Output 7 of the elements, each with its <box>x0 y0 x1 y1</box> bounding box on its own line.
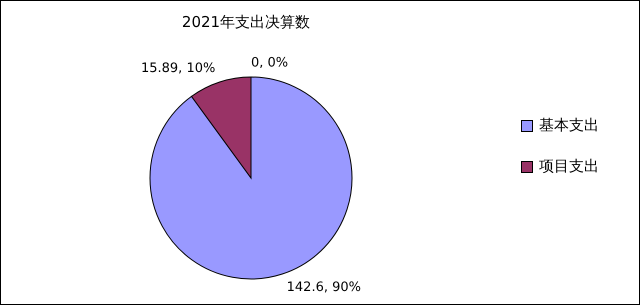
text: 0, 0% <box>251 56 288 70</box>
data-label: 142.6, 90% <box>286 280 362 295</box>
legend-label: 项目支出 <box>539 157 599 176</box>
chart-title: 2021年支出决算数 <box>180 13 312 32</box>
pie-slice <box>150 76 352 280</box>
legend-label: 基本支出 <box>539 116 599 135</box>
data-label: 15.89, 10% <box>140 61 216 76</box>
